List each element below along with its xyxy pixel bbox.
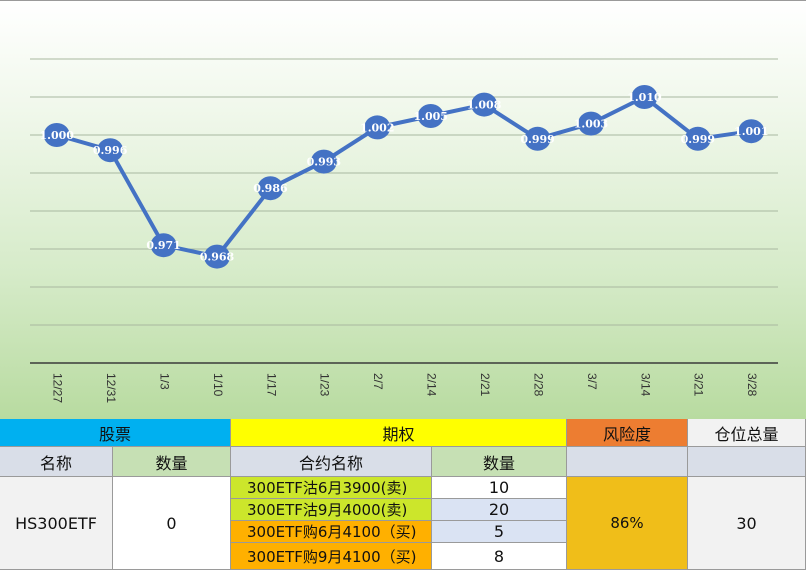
data-label-1/10: 0.968 — [200, 251, 235, 264]
total-subheader — [688, 447, 806, 477]
options-header: 期权 — [231, 419, 567, 447]
data-point-1/3 — [150, 233, 177, 258]
option-qty-header: 数量 — [432, 447, 567, 477]
total-position-header: 仓位总量 — [688, 419, 806, 447]
risk-value: 86% — [567, 477, 688, 570]
stock-name-cell: HS300ETF — [0, 477, 113, 570]
x-tick-label-3/7: 3/7 — [585, 373, 599, 390]
x-tick-label-2/21: 2/21 — [478, 373, 492, 397]
series-line — [56, 95, 752, 259]
x-tick-label-2/28: 2/28 — [531, 373, 545, 397]
line-chart: 1.000 0.996 0.971 0.968 0.986 0.993 1.002 1.005… — [30, 58, 778, 403]
stock-qty-cell: 0 — [113, 477, 231, 570]
data-label-1/3: 0.971 — [146, 239, 180, 252]
data-point-3/7 — [578, 111, 604, 136]
risk-subheader — [567, 447, 688, 477]
data-label-1/23: 0.993 — [307, 156, 341, 169]
data-point-2/21 — [471, 92, 498, 117]
data-label-12/27: 1.000 — [39, 129, 74, 142]
x-tick-label-1/10: 1/10 — [211, 373, 225, 397]
x-tick-label-3/28: 3/28 — [745, 373, 759, 397]
data-label-3/28: 1.001 — [734, 125, 768, 138]
x-tick-label-2/14: 2/14 — [425, 373, 439, 397]
x-tick-label-12/27: 12/27 — [51, 373, 65, 403]
option-row-1-name: 300ETF沽6月3900(卖) — [231, 477, 432, 499]
option-row-4-qty: 8 — [432, 543, 567, 570]
data-label-3/7: 1.003 — [574, 118, 608, 131]
x-tick-label-1/17: 1/17 — [264, 373, 278, 397]
contract-name-header: 合约名称 — [231, 447, 432, 477]
risk-header: 风险度 — [567, 419, 688, 447]
data-point-2/28 — [524, 126, 551, 151]
data-point-1/17 — [257, 176, 284, 201]
x-tick-label-2/7: 2/7 — [371, 373, 385, 390]
option-row-1-qty: 10 — [432, 477, 567, 499]
data-label-2/21: 1.008 — [467, 99, 502, 112]
option-row-2-name: 300ETF沽9月4000(卖) — [231, 499, 432, 521]
option-row-4-name: 300ETF购9月4100（买) — [231, 543, 432, 570]
data-point-2/14 — [417, 104, 444, 128]
x-tick-label-1/23: 1/23 — [318, 373, 332, 397]
data-label-3/14: 1.010 — [627, 91, 662, 104]
stock-qty-header: 数量 — [113, 447, 231, 477]
stock-name-header: 名称 — [0, 447, 113, 477]
data-point-3/28 — [738, 119, 765, 144]
data-label-3/21: 0.999 — [681, 133, 715, 146]
position-table: 股票 期权 风险度 仓位总量 名称 数量 合约名称 数量 HS300ETF 0 … — [0, 419, 806, 570]
data-label-2/7: 1.002 — [360, 121, 394, 134]
data-label-12/31: 0.996 — [93, 144, 128, 157]
data-point-3/14 — [631, 85, 658, 109]
total-position-value: 30 — [688, 477, 806, 570]
x-tick-label-3/14: 3/14 — [638, 373, 652, 397]
data-label-1/17: 0.986 — [253, 182, 288, 195]
x-tick-label-1/3: 1/3 — [157, 373, 171, 390]
option-row-3-name: 300ETF购6月4100（买) — [231, 521, 432, 543]
data-label-2/14: 1.005 — [413, 110, 447, 123]
data-label-2/28: 0.999 — [520, 133, 554, 146]
data-point-1/10 — [204, 244, 230, 269]
option-row-3-qty: 5 — [432, 521, 567, 543]
data-point-12/27 — [43, 123, 70, 147]
data-point-12/31 — [97, 138, 124, 163]
x-tick-label-12/31: 12/31 — [104, 373, 118, 403]
data-point-2/7 — [364, 115, 391, 140]
data-point-3/21 — [684, 126, 711, 151]
option-row-2-qty: 20 — [432, 499, 567, 521]
stock-header: 股票 — [0, 419, 231, 447]
chart-area: 1.000 0.996 0.971 0.968 0.986 0.993 1.002 1.005… — [0, 0, 806, 419]
x-tick-label-3/21: 3/21 — [692, 373, 706, 397]
data-point-1/23 — [310, 149, 337, 174]
